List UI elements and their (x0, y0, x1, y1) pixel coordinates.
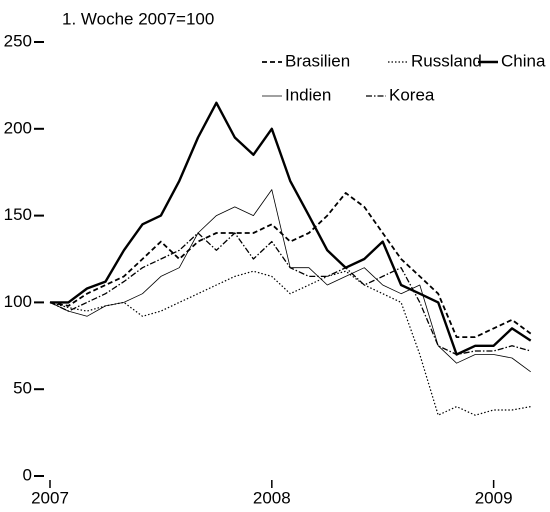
x-tick-label: 2008 (253, 488, 291, 507)
legend-label: China (501, 51, 546, 70)
x-tick-label: 2009 (475, 488, 513, 507)
series-line (49, 232, 531, 356)
y-tick-label: 100 (4, 292, 32, 311)
series-line (49, 270, 531, 416)
y-tick-label: 50 (13, 379, 32, 398)
legend-label: Russland (411, 51, 482, 70)
series-line (49, 192, 532, 338)
legend-label: Korea (389, 85, 435, 104)
y-tick-label: 0 (23, 465, 32, 484)
y-tick-label: 250 (4, 31, 32, 50)
series-line (49, 189, 531, 373)
axis-label: 1. Woche 2007=100 (62, 9, 214, 28)
y-tick-label: 200 (4, 118, 32, 137)
legend-label: Brasilien (285, 51, 350, 70)
legend-label: Indien (285, 85, 331, 104)
y-tick-label: 150 (4, 205, 32, 224)
series-line (50, 101, 532, 356)
x-tick-label: 2007 (31, 488, 69, 507)
